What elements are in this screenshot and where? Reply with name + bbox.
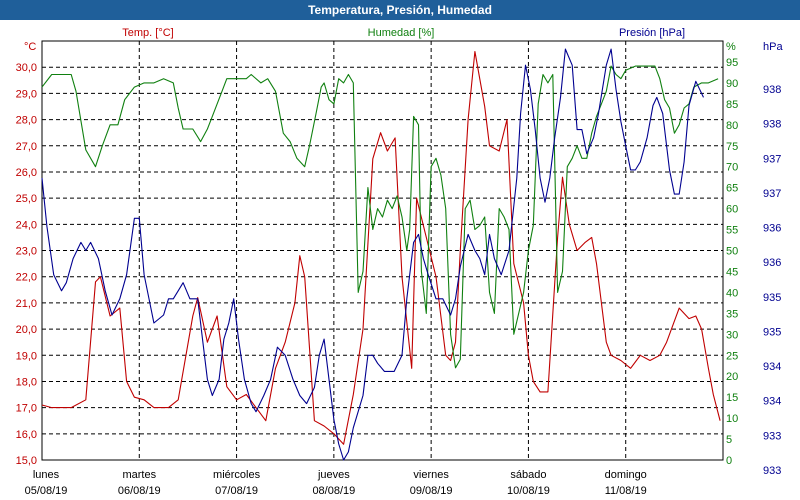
pressure-tick-label: 937 — [763, 188, 781, 200]
humidity-tick-label: 95 — [726, 57, 738, 69]
humidity-tick-label: 70 — [726, 162, 738, 174]
pressure-tick-label: 935 — [763, 292, 781, 304]
humidity-tick-label: 30 — [726, 329, 738, 341]
x-tick-date-label: 07/08/19 — [215, 485, 258, 497]
x-tick-day-label: domingo — [605, 469, 647, 481]
temperature-tick-label: 21,0 — [16, 298, 37, 310]
humidity-series-label: Humedad [%] — [368, 27, 435, 39]
temperature-tick-label: 19,0 — [16, 350, 37, 362]
temperature-tick-label: 17,0 — [16, 403, 37, 415]
temperature-tick-label: 30,0 — [16, 62, 37, 74]
x-tick-date-label: 10/08/19 — [507, 485, 550, 497]
temperature-tick-label: 20,0 — [16, 324, 37, 336]
chart-area: 15,0 16,0 17,0 18,0 19,0 20,0 21,0 22,0 23,0 24,0… — [16, 27, 784, 497]
humidity-tick-label: 75 — [726, 141, 738, 153]
pressure-tick-label: 933 — [763, 430, 781, 442]
humidity-tick-label: 65 — [726, 183, 738, 195]
pressure-tick-label: 933 — [763, 465, 781, 477]
humidity-tick-label: 20 — [726, 371, 738, 383]
humidity-tick-label: 10 — [726, 413, 738, 425]
humidity-tick-label: 80 — [726, 120, 738, 132]
humidity-series-line — [41, 65, 719, 369]
temperature-series-label: Temp. [°C] — [122, 27, 173, 39]
temperature-tick-label: 26,0 — [16, 167, 37, 179]
temperature-series-line — [41, 50, 721, 445]
x-tick-day-label: miércoles — [213, 469, 261, 481]
humidity-tick-label: 5 — [726, 434, 732, 446]
x-tick-date-label: 08/08/19 — [312, 485, 355, 497]
pressure-tick-label: 936 — [763, 223, 781, 235]
x-tick-day-label: jueves — [317, 469, 350, 481]
pressure-unit-label: hPa — [763, 41, 783, 53]
pressure-tick-label: 934 — [763, 396, 781, 408]
pressure-series-line — [41, 48, 704, 461]
pressure-series-label: Presión [hPa] — [619, 27, 685, 39]
temperature-tick-label: 15,0 — [16, 455, 37, 467]
temperature-tick-label: 18,0 — [16, 376, 37, 388]
x-tick-day-label: lunes — [33, 469, 60, 481]
humidity-tick-label: 90 — [726, 78, 738, 90]
temperature-tick-label: 29,0 — [16, 88, 37, 100]
x-tick-day-label: martes — [122, 469, 156, 481]
humidity-tick-label: 85 — [726, 99, 738, 111]
x-tick-date-label: 05/08/19 — [25, 485, 68, 497]
pressure-tick-label: 934 — [763, 361, 781, 373]
humidity-tick-label: 45 — [726, 266, 738, 278]
humidity-tick-label: 40 — [726, 287, 738, 299]
pressure-tick-label: 938 — [763, 84, 781, 96]
pressure-tick-label: 937 — [763, 153, 781, 165]
humidity-unit-label: % — [726, 41, 736, 53]
temperature-tick-label: 28,0 — [16, 115, 37, 127]
temperature-tick-label: 16,0 — [16, 429, 37, 441]
humidity-tick-label: 50 — [726, 246, 738, 258]
temperature-tick-label: 22,0 — [16, 272, 37, 284]
x-tick-day-label: viernes — [413, 469, 449, 481]
temperature-unit-label: °C — [24, 41, 36, 53]
humidity-tick-label: 55 — [726, 225, 738, 237]
pressure-tick-label: 936 — [763, 257, 781, 269]
humidity-tick-label: 0 — [726, 455, 732, 467]
temperature-tick-label: 23,0 — [16, 246, 37, 258]
humidity-tick-label: 60 — [726, 204, 738, 216]
x-tick-date-label: 11/08/19 — [605, 485, 647, 497]
humidity-tick-label: 25 — [726, 350, 738, 362]
x-tick-day-label: sábado — [510, 469, 546, 481]
temperature-tick-label: 27,0 — [16, 141, 37, 153]
x-tick-date-label: 09/08/19 — [410, 485, 453, 497]
x-tick-date-label: 06/08/19 — [118, 485, 161, 497]
pressure-tick-label: 935 — [763, 326, 781, 338]
plot-frame — [41, 40, 724, 461]
humidity-tick-label: 15 — [726, 392, 738, 404]
title-bar: Temperatura, Presión, Humedad — [0, 0, 800, 20]
humidity-tick-label: 35 — [726, 308, 738, 320]
temperature-tick-label: 24,0 — [16, 219, 37, 231]
pressure-tick-label: 938 — [763, 119, 781, 131]
temperature-tick-label: 25,0 — [16, 193, 37, 205]
